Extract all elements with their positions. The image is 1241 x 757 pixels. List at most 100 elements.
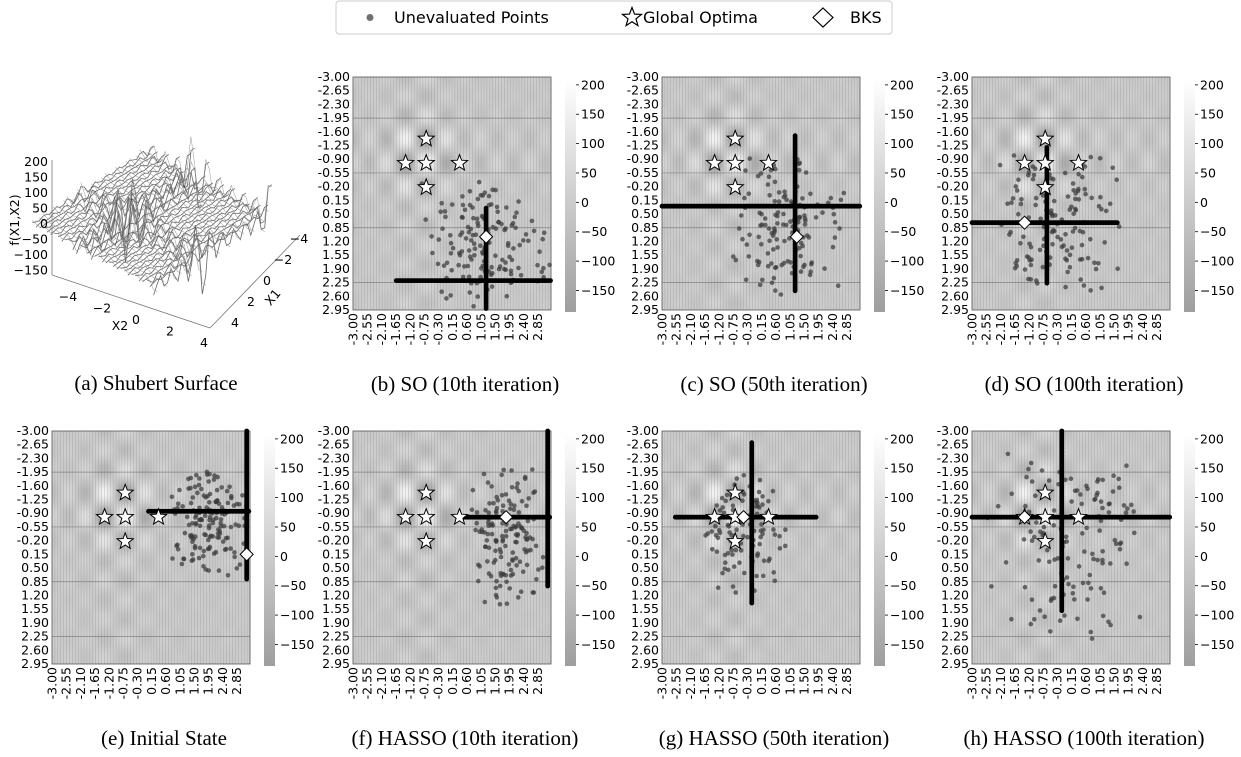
unevaluated-point: [759, 242, 764, 247]
y-tick-label: -1.95: [937, 110, 969, 125]
unevaluated-point: [472, 253, 477, 258]
unevaluated-point: [533, 543, 539, 549]
cross-point: [749, 600, 755, 606]
unevaluated-point: [540, 565, 545, 570]
unevaluated-point: [731, 254, 736, 259]
x-tick-label: 0.15: [445, 667, 460, 695]
unevaluated-point: [1100, 505, 1105, 511]
unevaluated-point: [1026, 172, 1031, 178]
global-optimum-star: [725, 482, 745, 501]
y-tick-label: -0.55: [318, 519, 350, 534]
unevaluated-point: [781, 211, 786, 217]
colorbar-tick-label: 150: [890, 107, 914, 122]
y-tick-label: 0.50: [941, 560, 969, 575]
unevaluated-point: [1068, 476, 1074, 482]
unevaluated-point: [1080, 580, 1086, 586]
colorbar-tick-label: −150: [581, 637, 615, 652]
unevaluated-point: [175, 501, 181, 507]
x-tick-label: -0.30: [1050, 313, 1065, 345]
unevaluated-point: [1065, 194, 1071, 199]
x-tick-label: 1.05: [1092, 313, 1107, 341]
unevaluated-point: [500, 533, 505, 539]
unevaluated-point: [763, 222, 768, 228]
unevaluated-point: [720, 570, 725, 576]
unevaluated-point: [803, 170, 809, 175]
unevaluated-point: [521, 238, 526, 243]
unevaluated-point: [769, 280, 775, 286]
heatmap-panel-4: -3.00-2.65-2.30-1.95-1.60-1.25-0.90-0.55…: [17, 423, 315, 750]
x-tick-label: -0.75: [116, 667, 131, 699]
x-tick-label: 0.15: [754, 313, 769, 341]
y-tick-label: 2.95: [631, 302, 659, 317]
y-tick-label: -2.65: [17, 437, 49, 452]
unevaluated-point: [195, 490, 200, 496]
unevaluated-point: [1035, 281, 1040, 286]
unevaluated-point: [1076, 171, 1081, 177]
unevaluated-point: [525, 548, 531, 553]
global-optimum-star: [396, 153, 416, 172]
y-tick-label: 2.95: [941, 656, 969, 671]
unevaluated-point: [530, 467, 535, 472]
unevaluated-point: [210, 520, 216, 526]
unevaluated-point: [516, 595, 521, 600]
unevaluated-point: [504, 293, 510, 299]
unevaluated-point: [730, 552, 735, 557]
y-tick-label: -0.55: [318, 165, 350, 180]
surface-line: [84, 189, 210, 253]
unevaluated-point: [1121, 503, 1127, 508]
surface-x2-tick: 0: [132, 312, 140, 327]
surface-z-tick: 150: [24, 170, 48, 185]
unevaluated-point: [1095, 557, 1100, 563]
colorbar-tick-label: −50: [280, 578, 306, 593]
unevaluated-point: [460, 202, 466, 208]
unevaluated-point: [719, 495, 725, 501]
unevaluated-point: [508, 501, 514, 507]
unevaluated-point: [478, 243, 483, 248]
unevaluated-point: [1102, 240, 1107, 245]
surface-line: [125, 161, 252, 231]
unevaluated-point: [1038, 216, 1043, 222]
unevaluated-point: [240, 493, 245, 498]
unevaluated-point: [486, 193, 492, 199]
unevaluated-point: [1125, 506, 1130, 511]
colorbar-tick-label: −50: [1200, 578, 1226, 593]
y-tick-label: 1.90: [941, 261, 969, 276]
unevaluated-point: [766, 174, 772, 179]
surface-line: [108, 173, 234, 237]
surface-x2-tick: −4: [59, 289, 77, 304]
x-tick-label: -2.10: [683, 667, 698, 699]
unevaluated-point: [1088, 586, 1094, 591]
x-tick-label: -1.20: [1021, 313, 1036, 345]
unevaluated-point: [1014, 263, 1019, 269]
unevaluated-point: [205, 546, 211, 552]
unevaluated-point: [473, 232, 479, 237]
unevaluated-point: [201, 553, 206, 559]
x-tick-label: 1.95: [502, 667, 517, 695]
x-tick-label: 0.15: [1064, 313, 1079, 341]
unevaluated-point: [1041, 524, 1047, 530]
x-tick-label: -2.55: [669, 313, 684, 345]
unevaluated-point: [490, 224, 496, 230]
colorbar-tick-label: 0: [581, 195, 589, 210]
unevaluated-point: [758, 534, 763, 540]
colorbar-tick-label: −100: [890, 608, 924, 623]
surface-x1-tick: 4: [231, 315, 239, 330]
unevaluated-point: [1063, 534, 1069, 540]
unevaluated-point: [798, 253, 803, 259]
y-tick-label: 0.15: [21, 546, 49, 561]
unevaluated-point: [765, 251, 771, 256]
surface-z-tick: 200: [24, 154, 48, 169]
unevaluated-point: [501, 467, 507, 473]
y-tick-label: -3.00: [627, 69, 659, 84]
unevaluated-point: [782, 238, 787, 244]
unevaluated-point: [1069, 245, 1075, 250]
unevaluated-point: [777, 546, 783, 551]
unevaluated-point: [710, 547, 715, 552]
panel-caption: (f) HASSO (10th iteration): [352, 726, 579, 750]
x-tick-label: -0.30: [1050, 667, 1065, 699]
surface-z-tick: 100: [24, 185, 48, 200]
x-tick-label: -2.10: [374, 667, 389, 699]
unevaluated-point: [770, 488, 776, 494]
x-tick-label: -2.55: [360, 667, 375, 699]
y-tick-label: -2.30: [937, 450, 969, 465]
